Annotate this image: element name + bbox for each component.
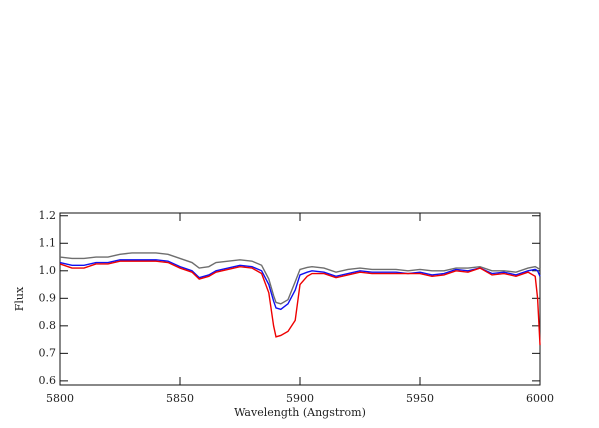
y-tick-label: 1.1	[39, 236, 57, 249]
x-axis-label: Wavelength (Angstrom)	[234, 406, 366, 419]
x-tick-label: 6000	[526, 392, 554, 405]
x-tick-label: 5800	[46, 392, 74, 405]
y-tick-label: 0.8	[39, 319, 57, 332]
y-tick-label: 0.7	[39, 346, 57, 359]
y-tick-label: 1.0	[39, 264, 57, 277]
x-tick-label: 5950	[406, 392, 434, 405]
y-axis-label: Flux	[13, 286, 26, 311]
spectrum-line	[59, 260, 541, 346]
spectrum-line	[59, 252, 541, 305]
x-tick-label: 5900	[286, 392, 314, 405]
y-tick-label: 1.2	[39, 209, 57, 222]
y-tick-label: 0.6	[39, 374, 57, 387]
y-tick-label: 0.9	[39, 291, 57, 304]
x-tick-label: 5850	[166, 392, 194, 405]
plot-frame	[59, 212, 541, 386]
spectrum-line	[59, 259, 541, 311]
